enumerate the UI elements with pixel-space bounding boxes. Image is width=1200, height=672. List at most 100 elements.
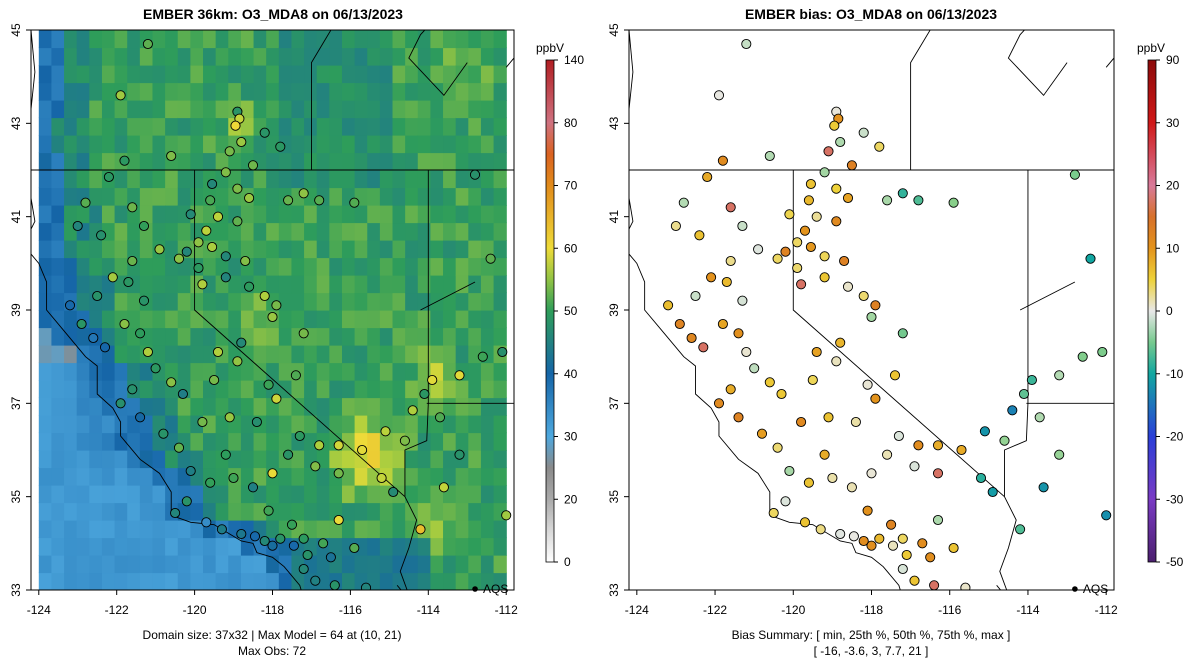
grid-cell (177, 30, 191, 49)
grid-cell (51, 555, 65, 574)
grid-cell (430, 65, 444, 84)
grid-cell (89, 170, 103, 189)
grid-cell (341, 310, 356, 329)
grid-cell (76, 537, 90, 556)
grid-cell (443, 432, 457, 451)
bias-point (717, 155, 728, 166)
grid-cell (316, 135, 330, 154)
grid-cell (101, 432, 116, 451)
grid-cell (190, 170, 204, 189)
station-point (325, 552, 336, 563)
bias-point (1038, 482, 1049, 493)
bias-map-frame (628, 29, 1115, 591)
grid-cell (89, 152, 103, 171)
grid-cell (468, 240, 482, 259)
grid-cell (228, 30, 242, 49)
grid-cell (329, 275, 343, 294)
grid-cell (480, 520, 495, 539)
station-point (138, 295, 150, 306)
grid-cell (341, 397, 356, 416)
grid-cell (165, 345, 179, 364)
station-point (497, 346, 508, 358)
grid-cell (291, 572, 305, 590)
grid-cell (101, 537, 116, 556)
grid-cell (253, 257, 267, 276)
grid-cell (76, 257, 90, 276)
grid-cell (228, 275, 242, 294)
station-point (380, 426, 391, 437)
bias-point (835, 337, 846, 348)
bias-point (827, 472, 838, 484)
grid-cell (278, 222, 293, 241)
coastline (31, 30, 302, 590)
grid-cell (443, 450, 457, 469)
grid-cell (443, 222, 457, 241)
x-axis-ticks: -124 -122 -120 -118 -116 -114 -112 (27, 590, 518, 617)
station-point (259, 127, 270, 138)
grid-cell (341, 65, 356, 84)
grid-cell (203, 450, 217, 469)
grid-cell (76, 47, 90, 66)
station-point (135, 328, 146, 339)
station-point (298, 563, 309, 575)
bias-point (796, 416, 807, 428)
grid-cell (266, 170, 280, 189)
grid-cell (468, 30, 482, 49)
x-tick-label: -112 (1095, 603, 1118, 617)
grid-cell (316, 362, 330, 381)
grid-cell (38, 187, 53, 206)
grid-cell (228, 485, 242, 504)
grid-cell (228, 82, 242, 101)
grid-cell (379, 135, 394, 154)
grid-cell (177, 327, 191, 346)
bias-point (725, 202, 736, 213)
grid-cell (329, 415, 343, 434)
grid-cell (379, 100, 394, 119)
grid-cell (114, 537, 128, 556)
grid-cell (51, 310, 65, 329)
grid-cell (139, 485, 154, 504)
grid-cell (51, 502, 65, 521)
grid-cell (114, 450, 128, 469)
grid-cell (89, 432, 103, 451)
grid-cell (89, 450, 103, 469)
grid-cell (392, 555, 406, 574)
station-point (232, 216, 243, 227)
grid-cell (139, 187, 154, 206)
bias-point (929, 580, 940, 590)
grid-cell (177, 275, 191, 294)
grid-cell (240, 362, 255, 381)
station-point (419, 388, 430, 400)
grid-cell (341, 555, 356, 574)
grid-cell (379, 30, 394, 49)
grid-cell (354, 362, 368, 381)
grid-cell (51, 520, 65, 539)
grid-cell (253, 47, 267, 66)
station-point (267, 468, 278, 479)
grid-cell (190, 345, 204, 364)
grid-cell (468, 292, 482, 311)
grid-cell (468, 222, 482, 241)
grid-cell (215, 65, 229, 84)
bias-point (904, 592, 913, 601)
grid-cell (367, 240, 381, 259)
bias-point (960, 582, 971, 590)
grid-cell (177, 65, 191, 84)
grid-cell (430, 537, 444, 556)
grid-cell (430, 345, 444, 364)
grid-cell (51, 485, 65, 504)
grid-cell (139, 65, 154, 84)
grid-cell (417, 187, 432, 206)
grid-cell (304, 47, 318, 66)
grid-cell (152, 345, 166, 364)
grid-cell (114, 222, 128, 241)
grid-cell (455, 537, 469, 556)
station-point (399, 435, 410, 446)
grid-cell (101, 47, 116, 66)
grid-cell (51, 432, 65, 451)
grid-cell (468, 432, 482, 451)
grid-cell (341, 415, 356, 434)
grid-cell (430, 310, 444, 329)
grid-cell (64, 30, 78, 49)
